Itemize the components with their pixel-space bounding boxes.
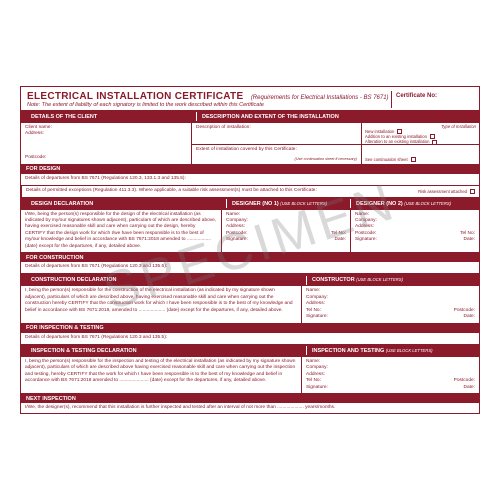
- construction-decl-heading: Construction Declaration: [26, 276, 306, 285]
- inspection-decl-heading: Inspection & Testing Declaration: [26, 346, 306, 355]
- next-bar: Next Inspection: [21, 394, 479, 403]
- design-permitted: Details of permitted exceptions (Regulat…: [26, 188, 418, 195]
- construction-bar: For Construction: [21, 253, 479, 262]
- cert-no-box: Certificate No:: [391, 91, 473, 108]
- see-sheet: See continuation sheet: [365, 157, 408, 162]
- continuation-note: (Use continuation sheet if necessary): [295, 157, 357, 162]
- see-sheet-checkbox[interactable]: [411, 157, 416, 162]
- inspection-decl-text: I, being the person(s) responsible for t…: [21, 357, 301, 394]
- design-bar: For Design: [21, 165, 479, 174]
- install-desc-label: Description of installation:: [192, 123, 361, 144]
- inspection-bar: For Inspection & Testing: [21, 324, 479, 333]
- install-heading: Description and Extent of the Installati…: [196, 112, 474, 121]
- design-decl-text: I/We, being the person(s) responsible fo…: [21, 210, 221, 254]
- design-decl-heading: Design Declaration: [26, 199, 226, 208]
- cert-no-label: Certificate No:: [396, 93, 437, 99]
- new-install: New installation: [365, 129, 394, 134]
- risk-label: Risk assessment attached: [418, 189, 467, 194]
- risk-checkbox[interactable]: [470, 189, 475, 194]
- doc-title: ELECTRICAL INSTALLATION CERTIFICATE: [27, 91, 243, 102]
- construction-decl-bar: Construction Declaration Constructor (US…: [21, 274, 479, 286]
- design-details: Details of departures from BS 7671 (Regu…: [21, 174, 479, 186]
- inspection-testing: Inspection and Testing: [312, 348, 384, 354]
- client-install-row: Client name: Address: Postcode: Descript…: [21, 123, 479, 165]
- client-postcode-label: Postcode:: [25, 155, 46, 161]
- construction-details: Details of departures from BS 7671 (Regu…: [21, 262, 479, 274]
- header: ELECTRICAL INSTALLATION CERTIFICATE (Req…: [21, 87, 479, 111]
- requirements: (Requirements for Electrical Installatio…: [251, 95, 389, 101]
- certificate-document: SPECIMEN ELECTRICAL INSTALLATION CERTIFI…: [20, 86, 480, 415]
- designer2: Designer (No 2): [356, 201, 403, 207]
- design-decl-bar: Design Declaration Designer (No 1) (USE …: [21, 198, 479, 210]
- construction-decl-text: I, being the person(s) responsible for t…: [21, 286, 301, 323]
- inspection-decl-bar: Inspection & Testing Declaration Inspect…: [21, 345, 479, 357]
- addition-install: Addition to an existing installation: [365, 134, 427, 139]
- header-note: Note: The extent of liability of each si…: [27, 102, 391, 108]
- constructor: Constructor: [312, 277, 355, 283]
- extent-label: Extent of installation covered by this C…: [196, 147, 297, 152]
- designer1: Designer (No 1): [232, 201, 279, 207]
- next-text: I/We, the designer(s), recommend that th…: [21, 403, 479, 413]
- client-install-bar: Details of the Client Description and Ex…: [21, 111, 479, 123]
- client-heading: Details of the Client: [26, 112, 196, 121]
- client-address-label: Address:: [25, 131, 187, 137]
- inspection-details: Details of departures from BS 7671 (Regu…: [21, 333, 479, 345]
